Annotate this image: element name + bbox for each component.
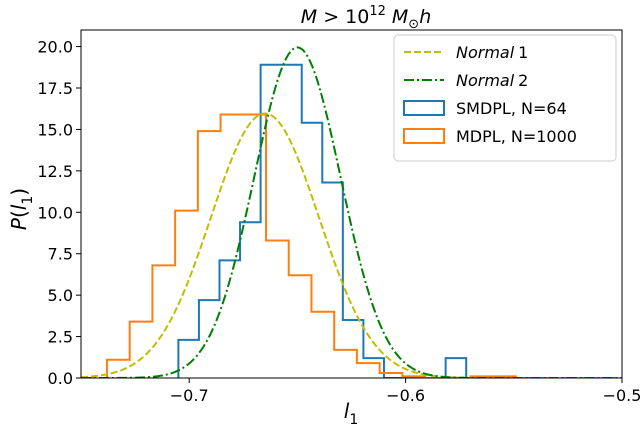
x-tick-label: −0.7 (170, 386, 209, 405)
y-axis-label: P(l1) (7, 188, 36, 230)
legend-label: MDPL, N=1000 (456, 127, 577, 146)
legend: Normal 1 Normal 2 SMDPL, N=64 MDPL, N=1000 (393, 34, 617, 162)
histogram-mdpl (105, 113, 539, 378)
y-axis: 0.0 2.5 5.0 7.5 10.0 12.5 15.0 17.5 20.0 (37, 38, 81, 388)
plot-area (80, 29, 623, 379)
histogram-smdpl (177, 63, 487, 378)
curve-normal-1 (81, 112, 622, 378)
y-tick-label: 15.0 (37, 120, 73, 139)
chart-title: M > 1012 M⊙h (301, 4, 432, 32)
legend-handle (403, 128, 445, 144)
y-tick-label: 0.0 (48, 369, 73, 388)
x-axis: −0.7 −0.6 −0.5 (170, 378, 642, 405)
legend-label: Normal 1 (456, 43, 528, 62)
legend-label: Normal 2 (456, 71, 528, 90)
y-tick-label: 5.0 (48, 286, 73, 305)
legend-handle (403, 100, 445, 116)
x-tick-label: −0.5 (603, 386, 642, 405)
legend-label: SMDPL, N=64 (456, 99, 567, 118)
y-tick-label: 2.5 (48, 328, 73, 347)
y-tick-label: 17.5 (37, 79, 73, 98)
legend-frame (393, 34, 617, 162)
plot-frame (80, 29, 623, 379)
x-tick-label: −0.6 (386, 386, 425, 405)
y-tick-label: 7.5 (48, 245, 73, 264)
y-tick-label: 12.5 (37, 162, 73, 181)
plot-content (81, 46, 622, 378)
curve-normal-2 (81, 46, 622, 378)
y-tick-label: 10.0 (37, 203, 73, 222)
x-axis-label: l1 (344, 399, 358, 428)
y-tick-label: 20.0 (37, 38, 73, 57)
